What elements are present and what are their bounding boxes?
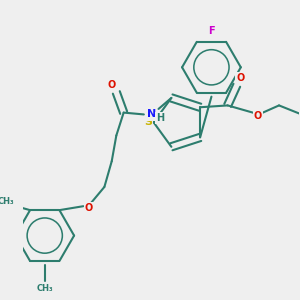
Text: O: O	[85, 203, 93, 213]
Text: H: H	[156, 113, 164, 123]
Text: CH₃: CH₃	[0, 197, 14, 206]
Text: O: O	[254, 110, 262, 121]
Text: CH₃: CH₃	[36, 284, 53, 293]
Text: N: N	[147, 110, 156, 119]
Text: S: S	[144, 117, 152, 128]
Text: F: F	[208, 26, 215, 36]
Text: O: O	[236, 73, 244, 83]
Text: O: O	[108, 80, 116, 90]
